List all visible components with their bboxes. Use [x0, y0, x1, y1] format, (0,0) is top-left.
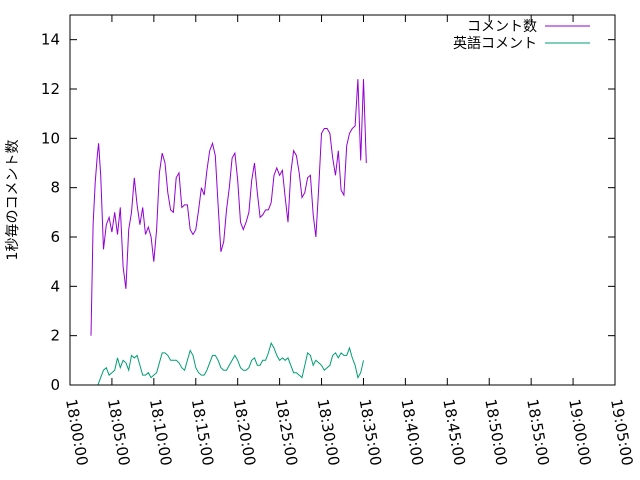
y-axis-label: 1秒毎のコメント数: [5, 140, 21, 261]
series-line-1: [90, 79, 367, 336]
legend-label-1: コメント数: [467, 19, 537, 35]
y-tick-label: 2: [50, 327, 60, 345]
y-tick-label: 6: [50, 228, 60, 246]
y-tick-label: 4: [50, 277, 60, 295]
legend-label-2: 英語コメント: [453, 35, 537, 52]
y-tick-label: 12: [41, 80, 60, 98]
plot-area: [90, 79, 367, 386]
y-tick-label: 0: [50, 376, 60, 394]
y-tick-label: 10: [41, 129, 60, 147]
y-tick-label: 8: [50, 179, 60, 197]
plot-frame: [69, 14, 616, 386]
y-tick-label: 14: [41, 31, 60, 49]
y-axis: 0 2 4 6 8 10 12 14: [41, 31, 615, 394]
series-line-2: [95, 341, 364, 386]
